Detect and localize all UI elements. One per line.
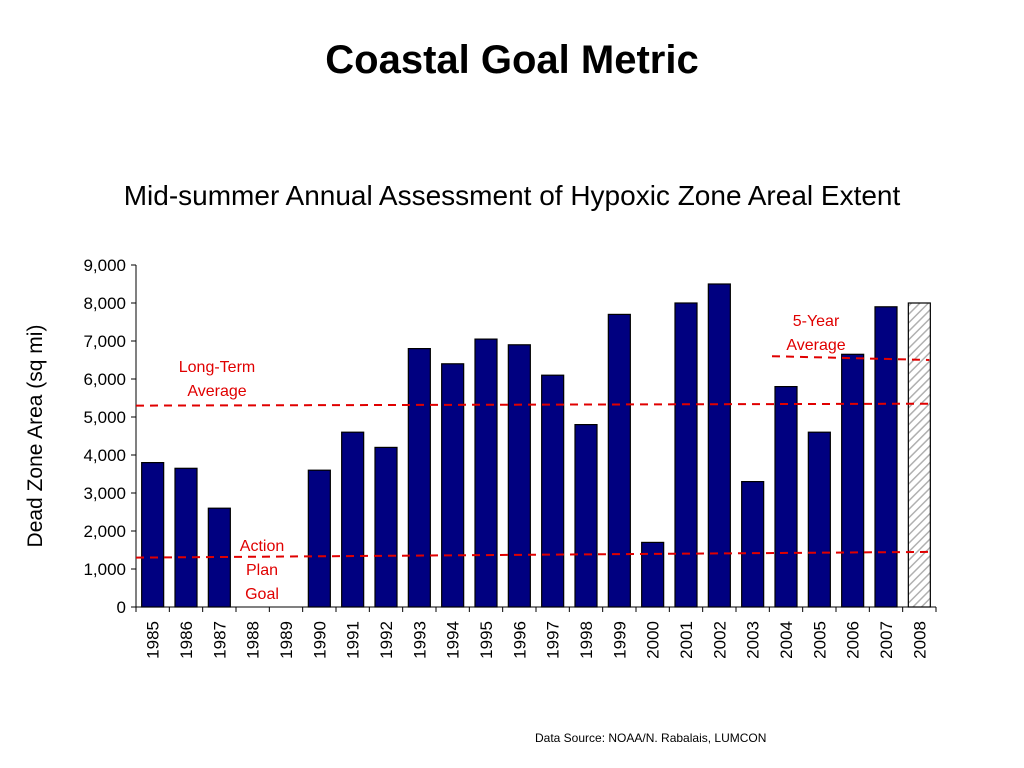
x-tick-label: 1985 <box>144 621 163 659</box>
bar-1997 <box>541 374 565 608</box>
x-tick-label: 1996 <box>510 621 529 659</box>
bar-1993 <box>407 348 431 608</box>
x-tick-label: 1991 <box>344 621 363 659</box>
bar-2008-projected <box>907 302 931 608</box>
bar-2002 <box>707 283 731 608</box>
x-tick-label: 1997 <box>544 621 563 659</box>
x-tick-label: 2000 <box>644 621 663 659</box>
bar-1999 <box>607 313 631 608</box>
long-term-average-line <box>135 402 930 407</box>
bar-1991 <box>341 431 365 608</box>
long-term-average-label: Long-Term Average <box>179 359 255 400</box>
x-tick-label: 1990 <box>310 621 329 659</box>
bar-2007 <box>874 306 898 608</box>
y-tick-label: 4,000 <box>83 446 126 465</box>
y-tick-label: 0 <box>117 598 126 617</box>
y-tick-label: 5,000 <box>83 408 126 427</box>
bar-1985 <box>141 462 165 608</box>
x-tick-label: 1986 <box>177 621 196 659</box>
five-year-average-line <box>771 355 930 361</box>
data-source-note: Data Source: NOAA/N. Rabalais, LUMCON <box>535 731 767 745</box>
x-tick-label: 1995 <box>477 621 496 659</box>
x-tick-label: 2005 <box>810 621 829 659</box>
bar-1992 <box>374 446 398 608</box>
bar-1996 <box>507 344 531 608</box>
x-tick-label: 2007 <box>877 621 896 659</box>
y-tick-label: 3,000 <box>83 484 126 503</box>
bar-2003 <box>741 481 765 608</box>
x-tick-label: 2003 <box>744 621 763 659</box>
x-tick-label: 2006 <box>844 621 863 659</box>
x-tick-label: 1989 <box>277 621 296 659</box>
chart-title: Mid-summer Annual Assessment of Hypoxic … <box>123 180 901 211</box>
x-tick-label: 1998 <box>577 621 596 659</box>
bar-1995 <box>474 338 498 608</box>
x-tick-label: 2008 <box>910 621 929 659</box>
x-tick-label: 1992 <box>377 621 396 659</box>
x-tick-label: 1988 <box>244 621 263 659</box>
y-tick-label: 7,000 <box>83 332 126 351</box>
action-plan-goal-label: Action Plan Goal <box>240 538 284 603</box>
bar-1990 <box>307 469 331 608</box>
x-tick-label: 2002 <box>710 621 729 659</box>
bar-1998 <box>574 424 598 608</box>
x-tick-label: 1999 <box>610 621 629 659</box>
x-tick-label: 2004 <box>777 621 796 659</box>
5-year-average-label: 5-Year Average <box>786 313 845 354</box>
bar-2000 <box>641 541 665 608</box>
x-tick-label: 1993 <box>410 621 429 659</box>
action-plan-goal-line <box>135 550 930 559</box>
bar-1986 <box>174 467 198 608</box>
slide-title: Coastal Goal Metric <box>325 38 699 82</box>
bar-2005 <box>807 431 831 608</box>
y-axis-label: Dead Zone Area (sq mi) <box>24 325 47 548</box>
y-tick-label: 9,000 <box>83 256 126 275</box>
bar-2001 <box>674 302 698 608</box>
y-tick-label: 6,000 <box>83 370 126 389</box>
x-tick-label: 2001 <box>677 621 696 659</box>
x-tick-label: 1994 <box>444 621 463 659</box>
bar-1994 <box>441 363 465 608</box>
x-tick-label: 1987 <box>210 621 229 659</box>
bar-2006 <box>841 353 865 608</box>
bar-2004 <box>774 386 798 608</box>
y-tick-label: 1,000 <box>83 560 126 579</box>
y-tick-label: 2,000 <box>83 522 126 541</box>
y-tick-label: 8,000 <box>83 294 126 313</box>
